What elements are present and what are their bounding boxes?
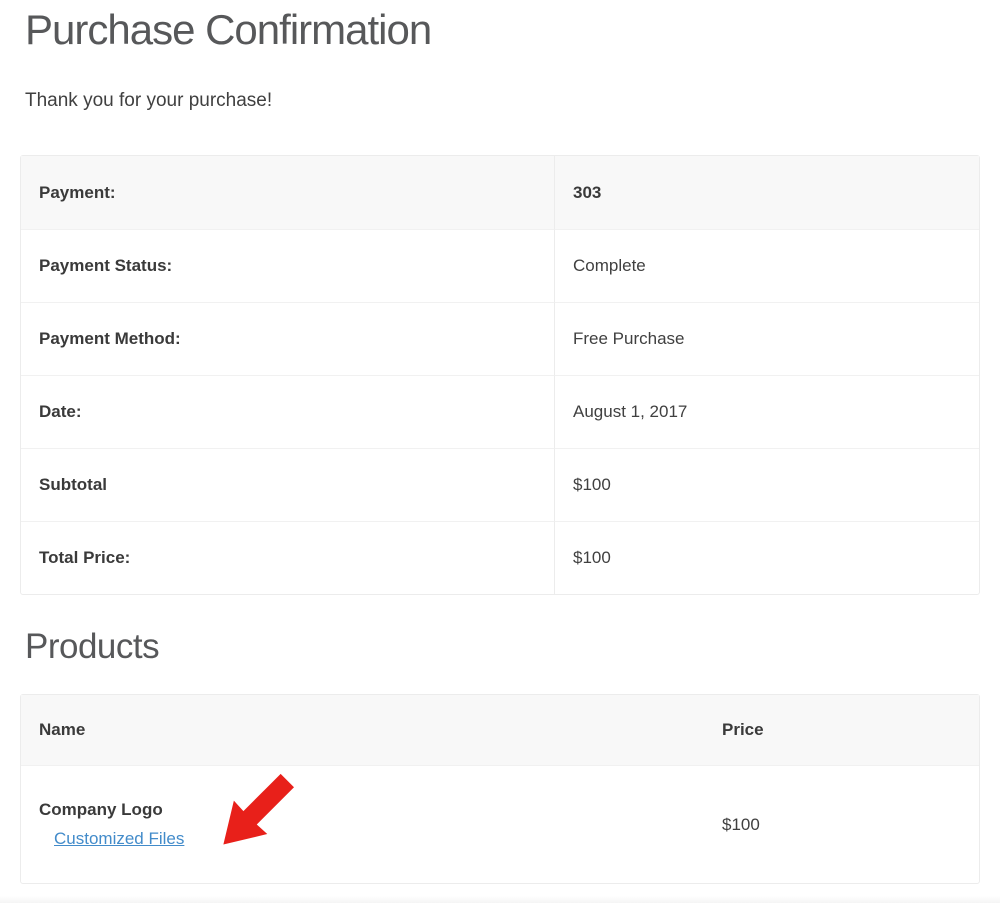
product-price: $100 xyxy=(704,765,979,883)
table-row-total-price: Total Price: $100 xyxy=(21,521,979,594)
payment-details-table: Payment: 303 Payment Status: Complete Pa… xyxy=(20,155,980,595)
total-price-value: $100 xyxy=(555,521,979,594)
subtotal-value: $100 xyxy=(555,448,979,521)
payment-status-value: Complete xyxy=(555,229,979,302)
table-row-date: Date: August 1, 2017 xyxy=(21,375,979,448)
payment-value: 303 xyxy=(555,156,979,229)
table-row-payment-method: Payment Method: Free Purchase xyxy=(21,302,979,375)
customized-files-link[interactable]: Customized Files xyxy=(54,829,185,848)
products-table: Name Price Company Logo Customized Files… xyxy=(20,694,980,884)
payment-method-value: Free Purchase xyxy=(555,302,979,375)
subtotal-label: Subtotal xyxy=(21,448,555,521)
name-column-header: Name xyxy=(21,695,704,765)
date-label: Date: xyxy=(21,375,555,448)
price-column-header: Price xyxy=(704,695,979,765)
table-row-payment-status: Payment Status: Complete xyxy=(21,229,979,302)
product-row: Company Logo Customized Files $100 xyxy=(21,765,979,883)
thank-you-message: Thank you for your purchase! xyxy=(25,90,273,111)
customized-files-line: Customized Files xyxy=(54,829,704,849)
next-section-top-edge xyxy=(0,896,1000,903)
payment-status-label: Payment Status: xyxy=(21,229,555,302)
products-table-container: Name Price Company Logo Customized Files… xyxy=(20,694,980,884)
table-row-subtotal: Subtotal $100 xyxy=(21,448,979,521)
product-name: Company Logo xyxy=(39,800,163,819)
product-name-cell: Company Logo Customized Files xyxy=(21,765,704,883)
total-price-label: Total Price: xyxy=(21,521,555,594)
products-heading: Products xyxy=(25,627,160,666)
payment-method-label: Payment Method: xyxy=(21,302,555,375)
table-row-payment: Payment: 303 xyxy=(21,156,979,229)
payment-label: Payment: xyxy=(21,156,555,229)
date-value: August 1, 2017 xyxy=(555,375,979,448)
products-header-row: Name Price xyxy=(21,695,979,765)
page-title: Purchase Confirmation xyxy=(25,6,432,53)
purchase-confirmation-page: Purchase Confirmation Thank you for your… xyxy=(0,6,1000,884)
